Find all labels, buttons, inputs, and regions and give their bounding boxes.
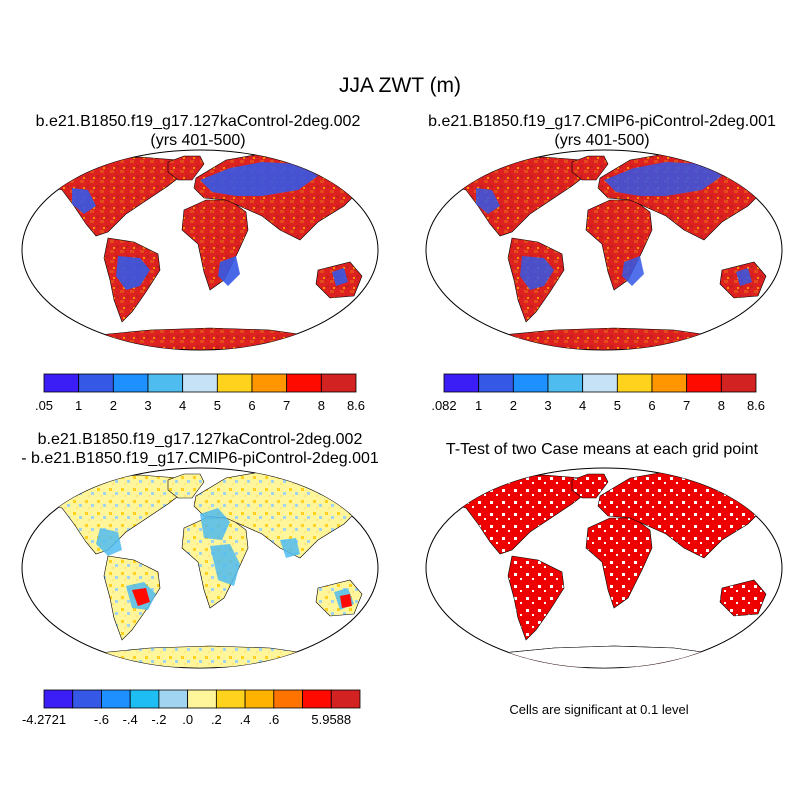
colorbar-tick-label: 4 — [179, 398, 186, 413]
panel3-title: b.e21.B1850.f19_g17.127kaControl-2deg.00… — [37, 431, 363, 448]
colorbar-tick-label: 7 — [683, 398, 690, 413]
colorbar-swatch — [330, 689, 361, 709]
colorbar-tick-label: 5 — [614, 398, 621, 413]
colorbar-swatch — [616, 373, 653, 393]
colorbars: .05 1 2 3 4 5 6 7 8 8.6.082 1 2 3 4 5 6 7 8 8.6-4.2721 -.6-… — [22, 373, 765, 727]
colorbar-tick-label: 1 — [75, 398, 82, 413]
colorbar-swatch — [273, 689, 303, 709]
panel1-subtitle: (yrs 401-500) — [150, 132, 246, 149]
colorbar-tick-label: 2 — [510, 398, 517, 413]
colorbar-swatch — [216, 373, 253, 393]
colorbar-swatch — [547, 373, 584, 393]
colorbar-tick-label: .2 — [211, 712, 222, 727]
colorbar-swatch — [320, 373, 357, 393]
colorbar-tick-label: 6 — [648, 398, 655, 413]
colorbar-tick-label: .082 — [431, 398, 456, 413]
colorbar-swatch — [686, 373, 722, 393]
colorbar-swatch — [443, 373, 480, 393]
colorbar-tick-label: 8.6 — [347, 398, 365, 413]
colorbar-swatch — [112, 373, 149, 393]
colorbar-tick-label: -4.2721 — [22, 712, 66, 727]
colorbar-swatch — [478, 373, 514, 393]
panel2-map — [425, 149, 783, 351]
colorbar-tick-label: .05 — [35, 398, 53, 413]
colorbar-tick-label: 8 — [718, 398, 725, 413]
colorbar-swatch — [720, 373, 757, 393]
colorbar-swatch — [215, 689, 246, 709]
colorbar-tick-label: 3 — [144, 398, 151, 413]
panel4-map — [425, 467, 783, 669]
colorbar-tick-label: 3 — [544, 398, 551, 413]
colorbar-swatch — [582, 373, 618, 393]
colorbar-tick-label: 7 — [283, 398, 290, 413]
panel3-map — [21, 467, 379, 669]
colorbar-swatch — [78, 373, 114, 393]
colorbar-tick-label: -.6 — [94, 712, 109, 727]
colorbar-swatch — [302, 689, 332, 709]
significance-note: Cells are significant at 0.1 level — [509, 702, 689, 717]
colorbar-tick-label: 8 — [318, 398, 325, 413]
colorbar-swatch — [251, 373, 288, 393]
colorbar-tick-label: 8.6 — [747, 398, 765, 413]
colorbar-case2: .082 1 2 3 4 5 6 7 8 8.6 — [431, 373, 765, 413]
panel1-title: b.e21.B1850.f19_g17.127kaControl-2deg.00… — [35, 113, 361, 130]
panel1-map — [21, 149, 379, 351]
colorbar-swatch — [72, 689, 102, 709]
colorbar-swatch — [286, 373, 322, 393]
colorbar-tick-label: 6 — [248, 398, 255, 413]
colorbar-swatch — [147, 373, 184, 393]
figure-title: JJA ZWT (m) — [338, 74, 462, 97]
colorbar-tick-label: .4 — [240, 712, 251, 727]
colorbar-tick-label: -.4 — [123, 712, 138, 727]
colorbar-swatch — [244, 689, 275, 709]
colorbar-tick-label: .0 — [182, 712, 193, 727]
colorbar-swatch — [187, 689, 217, 709]
colorbar-tick-label: 2 — [110, 398, 117, 413]
colorbar-swatch — [182, 373, 218, 393]
colorbar-swatch — [129, 689, 160, 709]
colorbar-tick-label: 1 — [475, 398, 482, 413]
panel3-subtitle: - b.e21.B1850.f19_g17.CMIP6-piControl-2d… — [21, 450, 379, 467]
colorbar-tick-label: .6 — [268, 712, 279, 727]
colorbar-swatch — [43, 373, 80, 393]
panel4-title: T-Test of two Case means at each grid po… — [445, 441, 759, 458]
colorbar-case1: .05 1 2 3 4 5 6 7 8 8.6 — [35, 373, 365, 413]
panel2-title: b.e21.B1850.f19_g17.CMIP6-piControl-2deg… — [428, 113, 776, 130]
colorbar-difference: -4.2721 -.6 -.4 -.2 .0 .2 .4 .6 5.9588 — [22, 689, 361, 727]
colorbar-swatch — [43, 689, 74, 709]
panel2-subtitle: (yrs 401-500) — [554, 132, 650, 149]
colorbar-tick-label: 4 — [579, 398, 586, 413]
colorbar-swatch — [512, 373, 549, 393]
colorbar-tick-label: 5.9588 — [311, 712, 351, 727]
colorbar-tick-label: -.2 — [151, 712, 166, 727]
colorbar-swatch — [158, 689, 189, 709]
colorbar-swatch — [651, 373, 688, 393]
colorbar-tick-label: 5 — [214, 398, 221, 413]
colorbar-swatch — [101, 689, 131, 709]
